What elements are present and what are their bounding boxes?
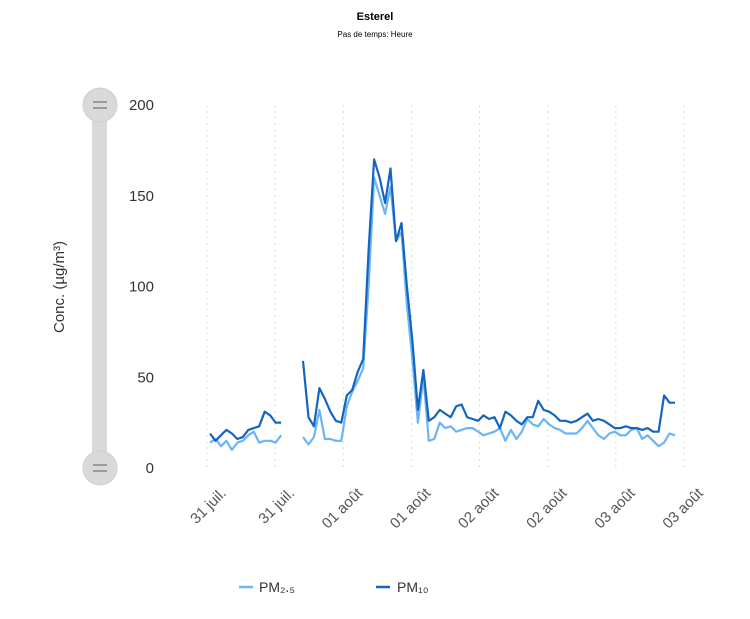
legend-item-pm25[interactable]: PM₂.₅ (239, 579, 295, 595)
y-axis-label: Conc. (µg/m³) (51, 241, 68, 333)
y-tick-label: 200 (129, 97, 154, 114)
legend-label-pm10: PM₁₀ (397, 579, 429, 595)
x-tick-label: 03 août (591, 484, 639, 532)
y-axis-ticks: 0 50 100 150 200 (129, 97, 154, 477)
x-tick-label: 31 juil. (187, 485, 230, 528)
x-tick-label: 31 juil. (255, 485, 298, 528)
range-slider[interactable] (82, 87, 118, 486)
range-slider-bottom-handle[interactable] (82, 450, 118, 486)
series-line-pm25[interactable] (209, 176, 676, 451)
range-slider-top-handle[interactable] (82, 87, 118, 123)
chart-title: Esterel (356, 11, 394, 23)
series-lines (209, 158, 676, 451)
y-tick-label: 150 (129, 188, 154, 205)
y-tick-label: 100 (129, 279, 154, 296)
x-tick-label: 03 août (659, 484, 707, 532)
chart-subtitle: Pas de temps: Heure (337, 30, 413, 39)
legend-item-pm10[interactable]: PM₁₀ (376, 579, 429, 595)
series-line-pm10[interactable] (209, 158, 675, 442)
x-tick-label: 01 août (387, 484, 435, 532)
legend-label-pm25: PM₂.₅ (259, 579, 295, 595)
x-axis-ticks: 31 juil. 31 juil. 01 août 01 août 02 août 02 … (187, 484, 707, 532)
x-tick-label: 02 août (455, 484, 503, 532)
y-tick-label: 50 (137, 369, 154, 386)
legend: PM₂.₅ PM₁₀ (239, 579, 429, 595)
x-tick-label: 01 août (319, 484, 367, 532)
y-tick-label: 0 (146, 460, 154, 477)
grid-lines (206, 105, 685, 468)
range-slider-track[interactable] (92, 104, 107, 468)
x-tick-label: 02 août (523, 484, 571, 532)
